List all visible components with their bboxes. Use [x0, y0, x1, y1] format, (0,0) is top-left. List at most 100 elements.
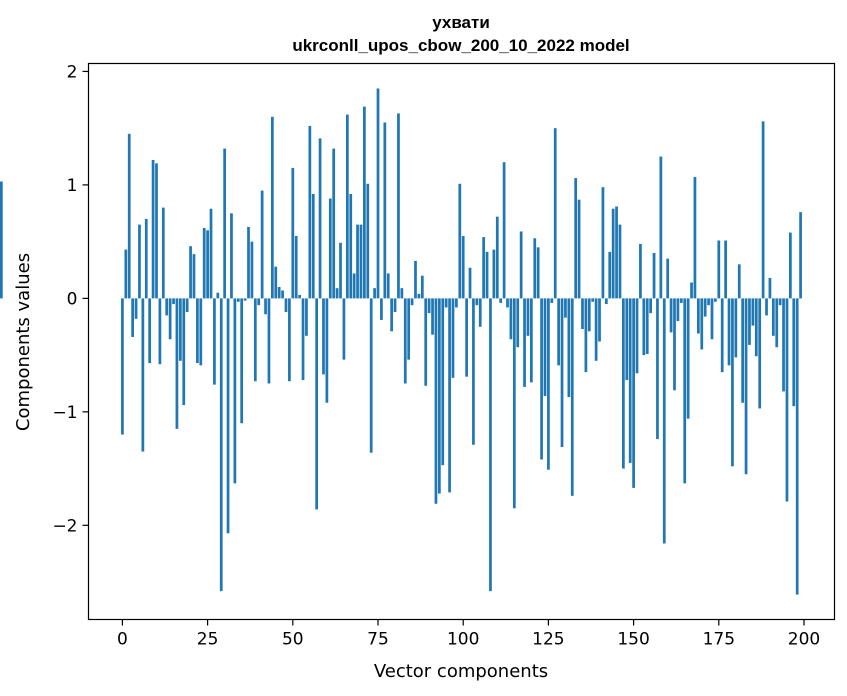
bar — [659, 156, 663, 299]
bar — [737, 264, 741, 299]
bar — [604, 298, 608, 305]
bar — [771, 298, 775, 336]
x-tick-label: 200 — [788, 630, 820, 650]
y-axis-label: Components values — [13, 253, 34, 431]
bar — [499, 298, 503, 303]
bar — [676, 298, 680, 322]
bar — [587, 298, 591, 332]
bar-series — [0, 88, 802, 595]
bar — [744, 298, 748, 475]
bar — [424, 298, 428, 386]
bar — [662, 298, 666, 544]
bar — [461, 235, 465, 299]
bar — [547, 298, 550, 470]
y-tick-label: −1 — [52, 403, 77, 423]
bar — [311, 193, 315, 299]
bar — [765, 298, 768, 316]
bar — [161, 207, 165, 299]
bar — [530, 298, 533, 383]
bar — [656, 298, 659, 440]
bar — [363, 106, 366, 299]
bar — [475, 298, 479, 306]
bar — [352, 273, 356, 299]
bar — [250, 241, 254, 299]
bar — [714, 298, 717, 302]
bar — [383, 122, 387, 299]
bar — [482, 237, 486, 299]
bar — [393, 298, 397, 312]
bar — [226, 298, 230, 534]
bar — [124, 249, 128, 299]
bar — [175, 298, 179, 429]
bar — [758, 298, 762, 409]
bar — [168, 298, 172, 340]
bar — [720, 298, 724, 373]
bar — [652, 252, 656, 299]
bar — [400, 288, 404, 299]
bar — [257, 298, 261, 306]
bar — [380, 298, 383, 320]
bar — [543, 298, 547, 396]
x-tick-label: 100 — [447, 630, 479, 650]
bar — [240, 298, 244, 424]
bar — [693, 176, 697, 299]
bar — [253, 298, 257, 382]
bar — [121, 298, 124, 435]
bar — [284, 298, 288, 312]
bar — [710, 298, 714, 340]
bar — [557, 298, 560, 366]
bar — [359, 224, 363, 299]
bar — [134, 298, 138, 319]
bar — [138, 224, 141, 299]
bar — [642, 298, 646, 356]
bar — [516, 298, 520, 348]
y-tick-label: −2 — [52, 516, 77, 536]
bar — [151, 159, 155, 299]
bar — [540, 298, 543, 460]
bar — [271, 116, 274, 299]
bar — [281, 290, 284, 299]
bar — [417, 293, 421, 299]
bar — [243, 298, 247, 301]
bar — [369, 298, 373, 453]
bar — [458, 183, 462, 299]
bar — [550, 298, 554, 303]
bar — [328, 198, 332, 299]
bar — [376, 88, 380, 299]
bar — [707, 298, 710, 306]
bar — [155, 163, 158, 299]
bar — [185, 298, 189, 312]
x-tick-label: 50 — [282, 630, 304, 650]
bar — [577, 199, 581, 299]
bar — [649, 298, 653, 314]
bar — [782, 298, 785, 392]
bar — [386, 273, 390, 299]
bar — [598, 298, 601, 342]
bar — [178, 298, 182, 361]
bar — [645, 298, 649, 354]
y-tick-label: 1 — [67, 176, 78, 196]
bar — [414, 260, 417, 299]
bar — [233, 298, 237, 484]
bar — [264, 298, 267, 315]
bar — [669, 298, 673, 333]
bar — [325, 298, 329, 403]
bar — [506, 298, 509, 308]
bar — [594, 298, 598, 361]
bar — [468, 267, 472, 299]
bar — [567, 298, 571, 398]
bar — [639, 243, 642, 299]
bar — [618, 224, 622, 299]
bar — [410, 298, 414, 306]
bar — [356, 224, 359, 299]
bar — [219, 298, 223, 592]
bar — [274, 266, 278, 299]
y-axis-ticks: −2 −1 0 1 2 — [52, 62, 89, 536]
bar — [301, 298, 305, 381]
bar — [165, 298, 169, 316]
bar — [213, 298, 216, 385]
bar — [761, 121, 765, 299]
bar — [751, 298, 755, 326]
bar — [492, 249, 496, 299]
